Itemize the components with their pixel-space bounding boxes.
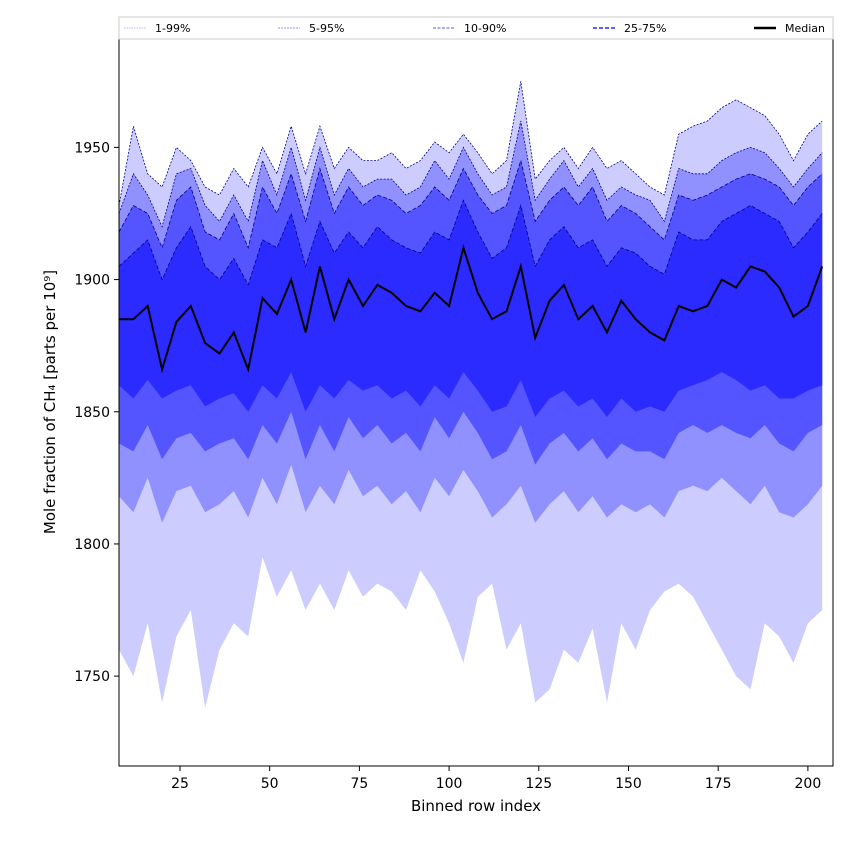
legend-label: 1-99% xyxy=(155,22,190,35)
y-tick-label: 1750 xyxy=(74,669,110,685)
x-tick-label: 100 xyxy=(436,776,463,792)
x-tick-label: 25 xyxy=(171,776,189,792)
x-axis: 25 50 75 100 125 150 175 200 xyxy=(171,766,821,792)
x-tick-label: 50 xyxy=(261,776,279,792)
upper-p75-line xyxy=(118,199,823,286)
lines-layer xyxy=(118,81,824,374)
x-tick-label: 125 xyxy=(525,776,552,792)
band-25-75 xyxy=(119,200,823,417)
y-axis-label: Mole fraction of CH₄ [parts per 10⁹] xyxy=(41,270,59,534)
legend-label: 25-75% xyxy=(624,22,666,35)
x-axis-label: Binned row index xyxy=(411,797,541,815)
legend: 1-99% 5-95% 10-90% 25-75% Median xyxy=(118,16,834,40)
legend-box xyxy=(118,16,834,40)
y-tick-label: 1800 xyxy=(74,537,110,553)
y-tick-label: 1850 xyxy=(74,405,110,421)
y-axis: 1750 1800 1850 1900 1950 xyxy=(74,140,119,685)
y-tick-label: 1950 xyxy=(74,140,110,156)
legend-label: 5-95% xyxy=(309,22,344,35)
y-tick-label: 1900 xyxy=(74,273,110,289)
legend-label: Median xyxy=(785,22,825,35)
upper-p90-line xyxy=(118,159,823,250)
bands-layer xyxy=(119,81,823,708)
x-tick-label: 200 xyxy=(795,776,822,792)
x-tick-label: 75 xyxy=(350,776,368,792)
x-tick-label: 175 xyxy=(705,776,732,792)
median-line xyxy=(119,244,824,374)
upper-p99-line xyxy=(118,81,823,206)
x-tick-label: 150 xyxy=(615,776,642,792)
legend-label: 10-90% xyxy=(464,22,506,35)
